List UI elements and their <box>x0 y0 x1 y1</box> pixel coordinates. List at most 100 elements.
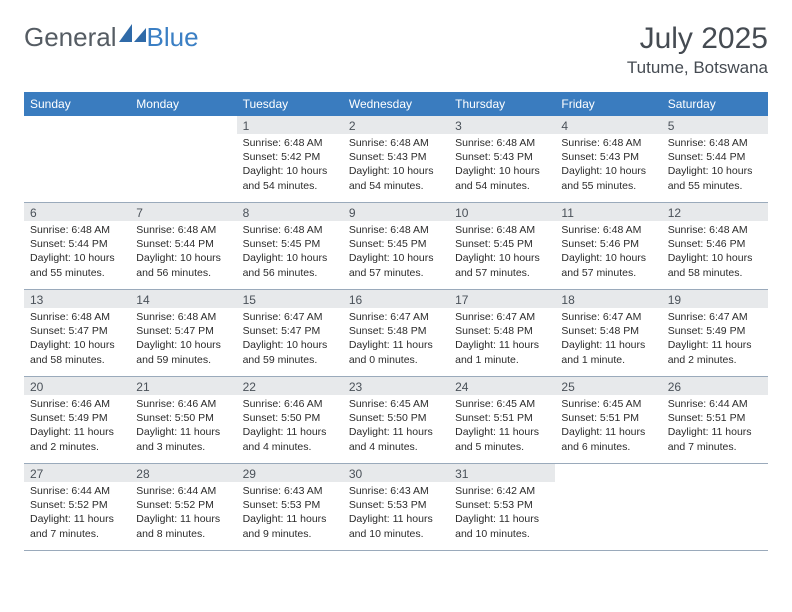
sunrise-text: Sunrise: 6:46 AM <box>243 397 337 411</box>
day-cell: 7Sunrise: 6:48 AMSunset: 5:44 PMDaylight… <box>130 203 236 289</box>
day-cell: 8Sunrise: 6:48 AMSunset: 5:45 PMDaylight… <box>237 203 343 289</box>
day-content: Sunrise: 6:47 AMSunset: 5:47 PMDaylight:… <box>237 308 343 371</box>
day-number: 13 <box>24 290 130 308</box>
sunset-text: Sunset: 5:47 PM <box>243 324 337 338</box>
daylight-text: Daylight: 10 hours and 55 minutes. <box>561 164 655 192</box>
day-cell: 11Sunrise: 6:48 AMSunset: 5:46 PMDayligh… <box>555 203 661 289</box>
day-content: Sunrise: 6:48 AMSunset: 5:43 PMDaylight:… <box>449 134 555 197</box>
day-number: 25 <box>555 377 661 395</box>
sunset-text: Sunset: 5:44 PM <box>136 237 230 251</box>
day-number: 24 <box>449 377 555 395</box>
sunrise-text: Sunrise: 6:48 AM <box>243 136 337 150</box>
day-number: 3 <box>449 116 555 134</box>
sail-icon <box>119 23 147 43</box>
day-cell <box>130 116 236 202</box>
day-content: Sunrise: 6:48 AMSunset: 5:42 PMDaylight:… <box>237 134 343 197</box>
day-content: Sunrise: 6:45 AMSunset: 5:51 PMDaylight:… <box>449 395 555 458</box>
day-number: 14 <box>130 290 236 308</box>
sunrise-text: Sunrise: 6:46 AM <box>136 397 230 411</box>
day-cell: 15Sunrise: 6:47 AMSunset: 5:47 PMDayligh… <box>237 290 343 376</box>
sunrise-text: Sunrise: 6:47 AM <box>455 310 549 324</box>
day-cell <box>24 116 130 202</box>
daylight-text: Daylight: 11 hours and 1 minute. <box>561 338 655 366</box>
day-cell: 18Sunrise: 6:47 AMSunset: 5:48 PMDayligh… <box>555 290 661 376</box>
sunrise-text: Sunrise: 6:45 AM <box>349 397 443 411</box>
sunset-text: Sunset: 5:50 PM <box>136 411 230 425</box>
daylight-text: Daylight: 10 hours and 57 minutes. <box>349 251 443 279</box>
day-cell: 21Sunrise: 6:46 AMSunset: 5:50 PMDayligh… <box>130 377 236 463</box>
day-number: 9 <box>343 203 449 221</box>
day-content: Sunrise: 6:46 AMSunset: 5:50 PMDaylight:… <box>237 395 343 458</box>
day-content: Sunrise: 6:48 AMSunset: 5:44 PMDaylight:… <box>24 221 130 284</box>
sunset-text: Sunset: 5:53 PM <box>349 498 443 512</box>
sunset-text: Sunset: 5:45 PM <box>349 237 443 251</box>
day-number: 15 <box>237 290 343 308</box>
day-cell: 28Sunrise: 6:44 AMSunset: 5:52 PMDayligh… <box>130 464 236 550</box>
sunset-text: Sunset: 5:45 PM <box>243 237 337 251</box>
daylight-text: Daylight: 10 hours and 54 minutes. <box>455 164 549 192</box>
week-row: 6Sunrise: 6:48 AMSunset: 5:44 PMDaylight… <box>24 203 768 290</box>
sunset-text: Sunset: 5:49 PM <box>668 324 762 338</box>
day-cell: 4Sunrise: 6:48 AMSunset: 5:43 PMDaylight… <box>555 116 661 202</box>
day-number: 29 <box>237 464 343 482</box>
weekday-header: Thursday <box>449 94 555 116</box>
day-number <box>130 116 236 134</box>
day-cell: 31Sunrise: 6:42 AMSunset: 5:53 PMDayligh… <box>449 464 555 550</box>
day-number: 16 <box>343 290 449 308</box>
day-cell: 1Sunrise: 6:48 AMSunset: 5:42 PMDaylight… <box>237 116 343 202</box>
day-cell <box>662 464 768 550</box>
sunset-text: Sunset: 5:44 PM <box>668 150 762 164</box>
day-number <box>24 116 130 134</box>
day-content: Sunrise: 6:48 AMSunset: 5:45 PMDaylight:… <box>449 221 555 284</box>
sunrise-text: Sunrise: 6:48 AM <box>243 223 337 237</box>
sunrise-text: Sunrise: 6:48 AM <box>30 223 124 237</box>
daylight-text: Daylight: 11 hours and 4 minutes. <box>349 425 443 453</box>
day-cell: 13Sunrise: 6:48 AMSunset: 5:47 PMDayligh… <box>24 290 130 376</box>
day-number: 21 <box>130 377 236 395</box>
sunset-text: Sunset: 5:43 PM <box>455 150 549 164</box>
week-row: 1Sunrise: 6:48 AMSunset: 5:42 PMDaylight… <box>24 116 768 203</box>
sunrise-text: Sunrise: 6:47 AM <box>243 310 337 324</box>
day-number: 22 <box>237 377 343 395</box>
day-cell: 27Sunrise: 6:44 AMSunset: 5:52 PMDayligh… <box>24 464 130 550</box>
day-cell: 25Sunrise: 6:45 AMSunset: 5:51 PMDayligh… <box>555 377 661 463</box>
sunrise-text: Sunrise: 6:45 AM <box>561 397 655 411</box>
day-content: Sunrise: 6:48 AMSunset: 5:47 PMDaylight:… <box>24 308 130 371</box>
sunrise-text: Sunrise: 6:45 AM <box>455 397 549 411</box>
daylight-text: Daylight: 10 hours and 57 minutes. <box>561 251 655 279</box>
sunrise-text: Sunrise: 6:44 AM <box>136 484 230 498</box>
daylight-text: Daylight: 11 hours and 5 minutes. <box>455 425 549 453</box>
sunset-text: Sunset: 5:48 PM <box>455 324 549 338</box>
daylight-text: Daylight: 10 hours and 55 minutes. <box>30 251 124 279</box>
daylight-text: Daylight: 11 hours and 10 minutes. <box>349 512 443 540</box>
day-content: Sunrise: 6:48 AMSunset: 5:43 PMDaylight:… <box>343 134 449 197</box>
sunrise-text: Sunrise: 6:43 AM <box>243 484 337 498</box>
location: Tutume, Botswana <box>627 58 768 78</box>
day-number: 4 <box>555 116 661 134</box>
daylight-text: Daylight: 11 hours and 0 minutes. <box>349 338 443 366</box>
weekday-header: Sunday <box>24 94 130 116</box>
day-content: Sunrise: 6:48 AMSunset: 5:44 PMDaylight:… <box>662 134 768 197</box>
day-content: Sunrise: 6:42 AMSunset: 5:53 PMDaylight:… <box>449 482 555 545</box>
daylight-text: Daylight: 10 hours and 59 minutes. <box>136 338 230 366</box>
daylight-text: Daylight: 10 hours and 59 minutes. <box>243 338 337 366</box>
daylight-text: Daylight: 11 hours and 2 minutes. <box>30 425 124 453</box>
day-number: 20 <box>24 377 130 395</box>
day-cell: 3Sunrise: 6:48 AMSunset: 5:43 PMDaylight… <box>449 116 555 202</box>
day-cell: 23Sunrise: 6:45 AMSunset: 5:50 PMDayligh… <box>343 377 449 463</box>
sunrise-text: Sunrise: 6:48 AM <box>455 223 549 237</box>
daylight-text: Daylight: 10 hours and 58 minutes. <box>668 251 762 279</box>
day-cell: 2Sunrise: 6:48 AMSunset: 5:43 PMDaylight… <box>343 116 449 202</box>
day-cell: 12Sunrise: 6:48 AMSunset: 5:46 PMDayligh… <box>662 203 768 289</box>
brand-part2: Blue <box>147 22 199 53</box>
day-content: Sunrise: 6:47 AMSunset: 5:48 PMDaylight:… <box>343 308 449 371</box>
day-number: 2 <box>343 116 449 134</box>
daylight-text: Daylight: 10 hours and 54 minutes. <box>243 164 337 192</box>
sunset-text: Sunset: 5:49 PM <box>30 411 124 425</box>
sunset-text: Sunset: 5:48 PM <box>561 324 655 338</box>
daylight-text: Daylight: 10 hours and 54 minutes. <box>349 164 443 192</box>
sunrise-text: Sunrise: 6:48 AM <box>455 136 549 150</box>
sunset-text: Sunset: 5:51 PM <box>668 411 762 425</box>
day-number: 19 <box>662 290 768 308</box>
day-cell: 5Sunrise: 6:48 AMSunset: 5:44 PMDaylight… <box>662 116 768 202</box>
